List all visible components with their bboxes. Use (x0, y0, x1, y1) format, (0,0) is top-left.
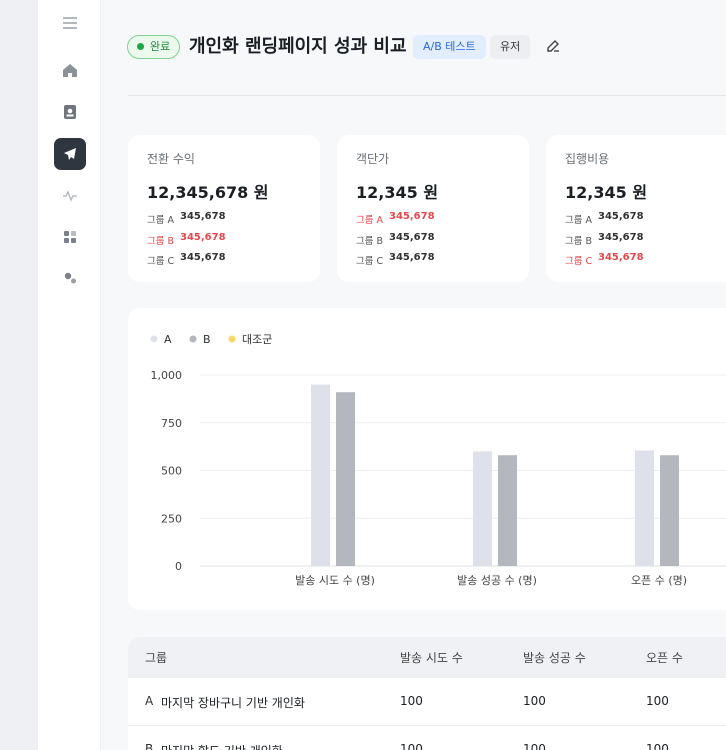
cell: 100 (400, 742, 423, 750)
y-tick-label: 500 (161, 465, 182, 478)
group-value: 345,678 (598, 252, 644, 263)
metric-value: 12,345 원 (356, 183, 439, 202)
column-header: 발송 시도 수 (400, 651, 463, 665)
chart-card: A B 대조군 0 250 500 750 1,000 발송 시도 수 (명) 발송 성공 수 (… (128, 308, 726, 610)
legend-swatch (228, 335, 236, 343)
metric-title: 집행비용 (565, 152, 610, 166)
row-group: A (145, 694, 154, 708)
group-label: 그룹 C (147, 256, 175, 267)
metric-value: 12,345,678 원 (147, 183, 269, 202)
metric-title: 전환 수익 (147, 152, 195, 166)
y-tick-label: 0 (175, 560, 182, 573)
group-value: 345,678 (389, 252, 435, 263)
group-value: 345,678 (180, 252, 226, 263)
cell: 100 (523, 742, 546, 750)
page-title: 개인화 랜딩페이지 성과 비교 (189, 36, 407, 57)
column-header: 발송 성공 수 (523, 651, 586, 665)
y-tick-label: 1,000 (151, 369, 183, 382)
bar (311, 384, 330, 566)
cell: 100 (523, 694, 546, 708)
home-icon[interactable] (62, 62, 78, 78)
header-divider (128, 95, 726, 96)
bar (498, 455, 517, 566)
bar (660, 455, 679, 566)
edit-icon[interactable] (546, 39, 560, 53)
group-value: 345,678 (389, 211, 435, 222)
column-header: 오픈 수 (646, 651, 683, 665)
legend-label: A (164, 333, 172, 346)
metric-value: 12,345 원 (565, 183, 648, 202)
tag[interactable]: A/B 테스트 (413, 35, 486, 59)
row-name: 마지막 할도 기반 개인화 (161, 742, 283, 750)
legend-label: 대조군 (242, 333, 272, 346)
cell: 100 (400, 694, 423, 708)
metric-title: 객단가 (356, 152, 390, 166)
bar (635, 450, 654, 566)
group-label: 그룹 C (565, 256, 593, 267)
group-value: 345,678 (598, 211, 644, 222)
group-label: 그룹 A (147, 215, 174, 226)
x-tick-label: 발송 성공 수 (명) (457, 574, 537, 587)
settings-icon[interactable] (62, 270, 78, 286)
menu-icon[interactable] (62, 15, 78, 31)
legend-swatch (150, 335, 158, 343)
group-value: 345,678 (180, 211, 226, 222)
group-label: 그룹 B (147, 235, 175, 247)
contacts-icon[interactable] (62, 104, 78, 120)
cell: 100 (646, 742, 669, 750)
activity-icon[interactable] (62, 188, 78, 204)
group-label: 그룹 B (565, 235, 593, 247)
group-label: 그룹 A (565, 215, 592, 226)
bar-chart: A B 대조군 0 250 500 750 1,000 발송 시도 수 (명) 발송 성공 수 (… (150, 333, 726, 587)
send-icon (64, 148, 76, 160)
group-value: 345,678 (598, 231, 644, 243)
dashboard-icon[interactable] (62, 229, 78, 245)
data-table: 그룹 발송 시도 수 발송 성공 수 오픈 수 A 마지막 장바구니 기반 개인화 100 1… (128, 637, 726, 750)
status-dot (137, 43, 144, 50)
group-label: 그룹 A (356, 215, 383, 226)
x-tick-label: 발송 시도 수 (명) (295, 574, 375, 587)
group-label: 그룹 B (356, 235, 384, 247)
sidebar (38, 0, 101, 750)
x-tick-label: 오픈 수 (명) (631, 574, 687, 587)
row-group: B (145, 742, 154, 750)
y-tick-label: 250 (161, 512, 182, 525)
legend-label: B (203, 333, 211, 346)
y-tick-label: 750 (161, 417, 182, 430)
row-name: 마지막 장바구니 기반 개인화 (161, 696, 305, 710)
column-header: 그룹 (145, 651, 168, 665)
campaign-nav-active[interactable] (54, 138, 86, 170)
group-value: 345,678 (180, 231, 226, 243)
cell: 100 (646, 694, 669, 708)
status-badge: 완료 (127, 35, 181, 59)
bar (473, 451, 492, 566)
legend-swatch (189, 335, 197, 343)
table-row (128, 678, 726, 726)
tag[interactable]: 유저 (490, 35, 531, 59)
bar (336, 392, 355, 566)
table-header-row (128, 637, 726, 678)
group-label: 그룹 C (356, 256, 384, 267)
group-value: 345,678 (389, 231, 435, 243)
